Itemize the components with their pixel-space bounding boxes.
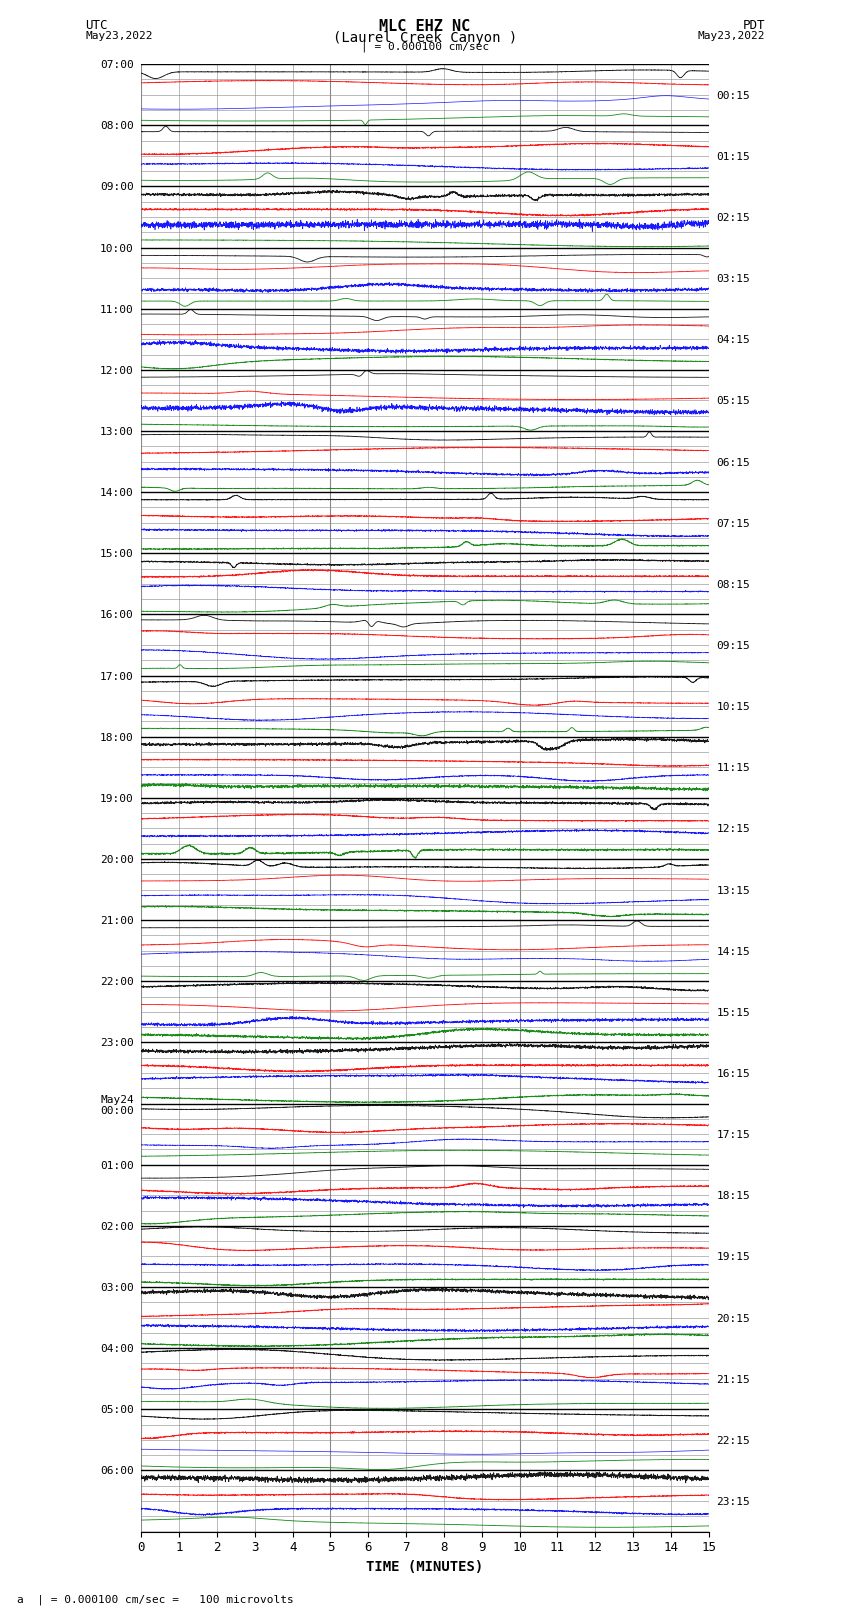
Text: a  | = 0.000100 cm/sec =   100 microvolts: a | = 0.000100 cm/sec = 100 microvolts — [17, 1594, 294, 1605]
Text: PDT: PDT — [743, 19, 765, 32]
Text: | = 0.000100 cm/sec: | = 0.000100 cm/sec — [361, 42, 489, 53]
Text: (Laurel Creek Canyon ): (Laurel Creek Canyon ) — [333, 31, 517, 45]
Text: May23,2022: May23,2022 — [698, 31, 765, 40]
Text: MLC EHZ NC: MLC EHZ NC — [379, 19, 471, 34]
X-axis label: TIME (MINUTES): TIME (MINUTES) — [366, 1560, 484, 1574]
Text: May23,2022: May23,2022 — [85, 31, 152, 40]
Text: UTC: UTC — [85, 19, 107, 32]
